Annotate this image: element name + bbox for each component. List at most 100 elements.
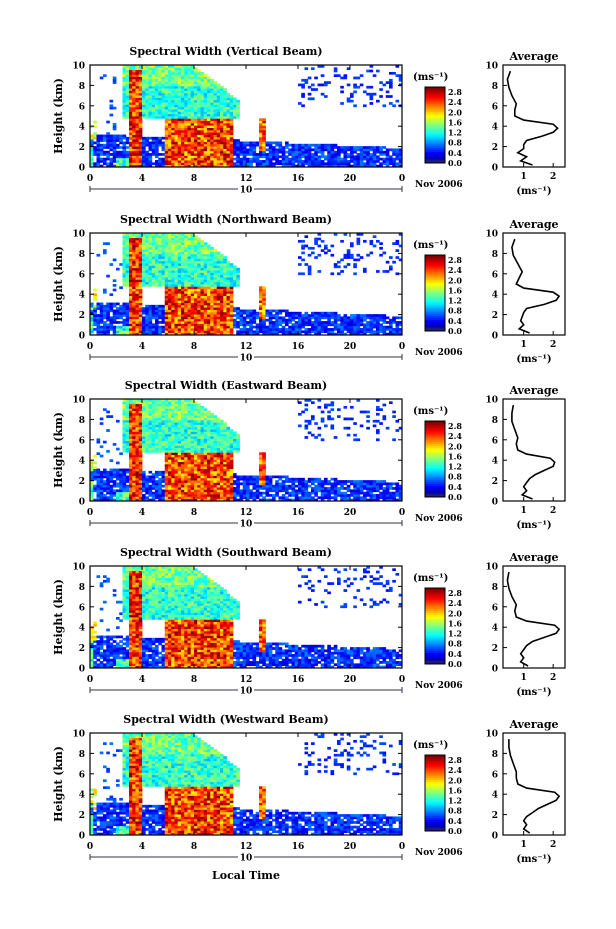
heatmap-cell <box>216 122 221 126</box>
heatmap-cell <box>307 332 312 336</box>
heatmap-cell <box>200 288 205 292</box>
profile-x-tick-label: 1 <box>521 340 527 350</box>
heatmap-cell <box>210 302 214 306</box>
heatmap-cell <box>125 102 130 105</box>
heatmap-cell <box>187 237 192 241</box>
heatmap-cell <box>148 431 153 435</box>
heatmap-cell <box>226 134 231 138</box>
heatmap-cell <box>187 253 192 257</box>
heatmap-cell <box>132 97 136 101</box>
heatmap-cell <box>135 489 140 493</box>
heatmap-cell <box>197 288 201 292</box>
heatmap-cell <box>168 251 172 255</box>
heatmap-cell <box>112 332 117 336</box>
heatmap-cell <box>259 122 263 126</box>
heatmap-cell <box>363 267 367 271</box>
heatmap-cell <box>200 284 205 287</box>
heatmap-cell <box>132 132 136 135</box>
heatmap-cell <box>129 81 133 84</box>
heatmap-cell <box>239 321 244 324</box>
heatmap-cell <box>174 122 179 126</box>
heatmap-cell <box>148 484 153 488</box>
heatmap-cell <box>142 429 146 432</box>
heatmap-cell <box>142 136 146 140</box>
heatmap-cell <box>337 330 341 334</box>
heatmap-cell <box>317 330 322 334</box>
heatmap-cell <box>151 258 156 262</box>
heatmap-cell <box>249 309 253 313</box>
heatmap-cell <box>301 325 305 329</box>
heatmap-cell <box>109 496 114 500</box>
x-tick-label: 4 <box>139 174 145 184</box>
heatmap-cell <box>343 253 348 257</box>
colorbar-band <box>425 119 445 122</box>
heatmap-cell <box>194 104 198 108</box>
heatmap-cell <box>366 148 370 152</box>
colorbar-band <box>425 306 445 309</box>
colorbar-band <box>425 256 445 260</box>
heatmap-cell <box>168 260 172 264</box>
heatmap-cell <box>148 267 153 271</box>
heatmap-cell <box>148 76 153 80</box>
heatmap-cell <box>187 309 192 313</box>
heatmap-cell <box>307 246 312 250</box>
heatmap-cell <box>320 160 325 163</box>
heatmap-cell <box>129 286 133 290</box>
heatmap-cell <box>184 239 188 243</box>
heatmap-cell <box>350 318 354 322</box>
heatmap-cell <box>187 290 192 294</box>
heatmap-cell <box>229 270 234 273</box>
heatmap-cell <box>194 244 198 248</box>
heatmap-cell <box>164 109 169 112</box>
heatmap-cell <box>194 141 198 145</box>
heatmap-cell <box>392 153 396 156</box>
heatmap-cell <box>119 162 123 166</box>
heatmap-cell <box>132 106 136 110</box>
panel-title: Spectral Width (Eastward Beam) <box>125 379 327 392</box>
heatmap-cell <box>359 146 364 149</box>
heatmap-cell <box>207 153 211 156</box>
heatmap-cell <box>356 237 361 241</box>
heatmap-cell <box>129 487 133 490</box>
heatmap-cell <box>320 321 325 324</box>
heatmap-cell <box>155 155 159 159</box>
heatmap-cell <box>210 134 214 138</box>
heatmap-cell <box>168 274 172 278</box>
heatmap-cell <box>177 274 182 278</box>
heatmap-cell <box>265 314 270 317</box>
heatmap-cell <box>106 164 110 168</box>
heatmap-cell <box>103 408 107 411</box>
heatmap-cell <box>223 328 227 331</box>
heatmap-cell <box>181 141 185 145</box>
heatmap-cell <box>210 148 214 152</box>
heatmap-cell <box>129 302 133 306</box>
heatmap-cell <box>129 452 133 456</box>
heatmap-cell <box>168 122 172 126</box>
heatmap-cell <box>268 318 273 322</box>
heatmap-cell <box>333 314 338 317</box>
heatmap-cell <box>142 253 146 257</box>
heatmap-cell <box>125 498 130 502</box>
heatmap-cell <box>164 88 169 91</box>
heatmap-cell <box>171 125 175 128</box>
heatmap-cell <box>220 263 224 266</box>
heatmap-cell <box>129 139 133 142</box>
heatmap-cell <box>168 281 172 285</box>
heatmap-cell <box>382 251 387 255</box>
heatmap-cell <box>210 146 214 149</box>
heatmap-cell <box>395 316 400 320</box>
heatmap-cell <box>125 69 130 73</box>
heatmap-cell <box>389 330 393 334</box>
heatmap-cell <box>229 304 234 308</box>
heatmap-cell <box>174 136 179 140</box>
heatmap-cell <box>158 270 162 273</box>
heatmap-cell <box>125 470 130 474</box>
heatmap-cell <box>304 81 309 84</box>
heatmap-cell <box>181 256 185 259</box>
heatmap-cell <box>145 74 149 77</box>
heatmap-cell <box>122 146 127 149</box>
heatmap-cell <box>262 323 266 327</box>
heatmap-cell <box>259 134 263 138</box>
heatmap-cell <box>148 447 153 451</box>
heatmap-cell <box>174 116 179 119</box>
